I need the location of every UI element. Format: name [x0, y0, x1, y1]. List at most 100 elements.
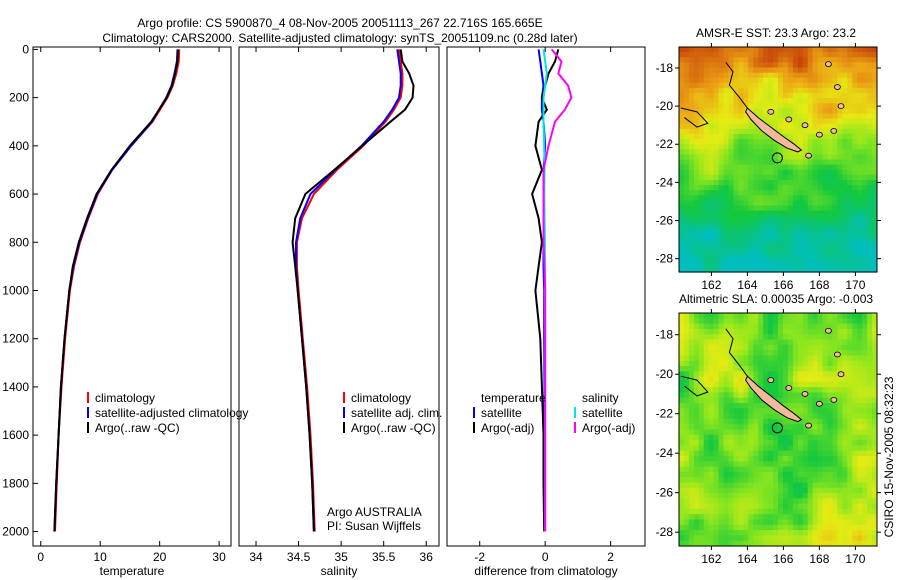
heatmap-cell	[847, 318, 853, 325]
heatmap-cell	[842, 261, 848, 268]
heatmap-cell	[852, 397, 858, 404]
heatmap-cell	[822, 154, 828, 161]
heatmap-cell	[728, 123, 734, 130]
heatmap-cell	[847, 482, 853, 489]
x-tick-label: 35.5	[372, 550, 396, 564]
heatmap-cell	[768, 530, 774, 536]
heatmap-cell	[688, 434, 695, 441]
heatmap-cell	[684, 508, 690, 515]
heatmap-cell	[783, 118, 789, 125]
heatmap-cell	[837, 440, 843, 446]
heatmap-cell	[743, 408, 749, 415]
heatmap-cell	[768, 477, 774, 484]
heatmap-cell	[862, 403, 868, 409]
heatmap-cell	[713, 376, 720, 383]
heatmap-cell	[787, 108, 794, 115]
heatmap-cell	[797, 535, 804, 542]
heatmap-cell	[733, 381, 739, 388]
heatmap-cell	[679, 466, 685, 473]
heatmap-cell	[827, 408, 833, 415]
heatmap-cell	[708, 128, 715, 135]
heatmap-cell	[723, 251, 729, 258]
heatmap-cell	[748, 149, 754, 155]
heatmap-cell	[684, 366, 690, 372]
heatmap-cell	[832, 530, 838, 536]
heatmap-cell	[763, 493, 769, 499]
heatmap-cell	[738, 535, 744, 542]
heatmap-cell	[812, 535, 819, 542]
heatmap-cell	[792, 456, 799, 462]
heatmap-cell	[713, 424, 720, 431]
heatmap-cell	[713, 164, 720, 171]
heatmap-cell	[827, 540, 833, 547]
heatmap-cell	[802, 503, 809, 510]
heatmap-cell	[872, 251, 878, 258]
heatmap-cell	[837, 87, 843, 94]
heatmap-cell	[773, 508, 779, 515]
heatmap-cell	[684, 251, 690, 258]
heatmap-cell	[783, 418, 789, 425]
x-tick-label: 10	[94, 550, 108, 564]
heatmap-cell	[852, 371, 858, 378]
heatmap-cell	[763, 360, 769, 367]
heatmap-cell	[812, 514, 819, 521]
heatmap-cell	[703, 514, 710, 521]
heatmap-cell	[693, 440, 700, 446]
heatmap-cell	[713, 524, 720, 531]
heatmap-cell	[787, 424, 794, 431]
heatmap-cell	[847, 169, 853, 176]
heatmap-cell	[718, 524, 725, 531]
heatmap-cell	[802, 535, 809, 542]
heatmap-cell	[857, 87, 863, 94]
heatmap-cell	[802, 241, 809, 247]
heatmap-cell	[783, 241, 789, 247]
heatmap-cell	[857, 540, 863, 547]
heatmap-cell	[872, 450, 878, 457]
heatmap-cell	[693, 313, 700, 319]
heatmap-cell	[708, 93, 715, 99]
heatmap-cell	[768, 47, 774, 53]
heatmap-cell	[728, 493, 734, 499]
heatmap-cell	[743, 215, 749, 222]
heatmap-cell	[758, 154, 764, 161]
heatmap-cell	[758, 440, 764, 446]
heatmap-cell	[802, 339, 809, 346]
heatmap-cell	[713, 503, 720, 510]
heatmap-cell	[738, 498, 744, 505]
heatmap-cell	[758, 487, 764, 494]
heatmap-cell	[847, 200, 853, 207]
heatmap-cell	[827, 535, 833, 542]
heatmap-cell	[713, 540, 720, 547]
heatmap-cell	[867, 266, 873, 273]
heatmap-cell	[807, 57, 814, 63]
heatmap-cell	[802, 210, 809, 217]
heatmap-cell	[867, 205, 873, 212]
heatmap-cell	[728, 387, 734, 393]
heatmap-cell	[797, 149, 804, 155]
heatmap-cell	[857, 108, 863, 115]
heatmap-cell	[778, 429, 784, 436]
heatmap-cell	[807, 226, 814, 232]
heatmap-cell	[723, 318, 729, 325]
heatmap-cell	[773, 413, 779, 420]
heatmap-cell	[723, 266, 729, 273]
heatmap-cell	[787, 169, 794, 176]
heatmap-cell	[713, 487, 720, 494]
heatmap-cell	[792, 519, 799, 526]
heatmap-cell	[832, 424, 838, 431]
heatmap-cell	[792, 387, 799, 393]
heatmap-cell	[733, 397, 739, 404]
heatmap-cell	[718, 493, 725, 499]
heatmap-cell	[852, 477, 858, 484]
heatmap-cell	[718, 118, 725, 125]
heatmap-cell	[783, 180, 789, 186]
heatmap-cell	[787, 164, 794, 171]
heatmap-cell	[684, 180, 690, 186]
heatmap-cell	[787, 456, 794, 462]
heatmap-cell	[703, 108, 710, 115]
heatmap-cell	[684, 413, 690, 420]
heatmap-cell	[842, 493, 848, 499]
heatmap-cell	[743, 418, 749, 425]
heatmap-cell	[797, 108, 804, 115]
heatmap-cell	[837, 461, 843, 468]
